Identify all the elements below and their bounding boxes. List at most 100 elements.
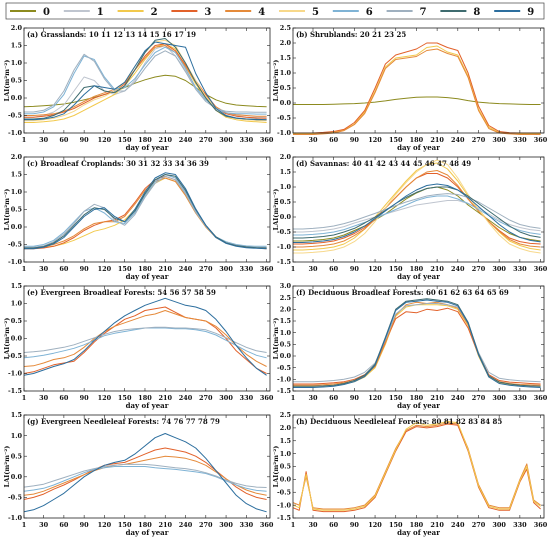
y-tick-label: -1.5	[277, 387, 291, 395]
x-tick-label: 210	[158, 394, 172, 402]
x-tick-label: 30	[39, 136, 49, 144]
y-tick-label: 1.5	[280, 168, 292, 176]
x-tick-label: 30	[39, 521, 49, 529]
y-tick-label: 1.5	[11, 171, 23, 179]
x-tick-label: 360	[534, 265, 548, 273]
x-tick-label: 120	[368, 136, 382, 144]
x-tick-label: 210	[158, 265, 172, 273]
x-axis-label: day of year	[126, 528, 169, 537]
series-line	[293, 45, 541, 135]
x-tick-label: 180	[138, 136, 152, 144]
x-tick-label: 60	[329, 521, 339, 529]
series-line	[24, 174, 267, 249]
y-tick-label: 1.0	[11, 432, 23, 440]
y-tick-label: 2.5	[280, 411, 292, 419]
x-axis-label: day of year	[126, 272, 169, 281]
series-line	[23, 327, 267, 359]
x-tick-label: 330	[513, 521, 527, 529]
series-line	[293, 186, 541, 242]
x-axis-label: day of year	[126, 401, 169, 410]
panel-title: (a) Grasslands: 10 11 12 13 14 15 16 17 …	[27, 30, 196, 39]
y-tick-label: -0.5	[277, 364, 291, 372]
x-tick-label: 90	[350, 265, 360, 273]
y-tick-label: 3.0	[280, 282, 292, 290]
y-tick-label: -0.5	[277, 114, 291, 122]
y-tick-label: 2.0	[280, 424, 292, 432]
legend-label-8: 8	[473, 7, 480, 18]
y-tick-label: -1.0	[277, 501, 291, 509]
y-tick-label: -1.0	[277, 243, 291, 251]
x-tick-label: 150	[389, 521, 403, 529]
x-tick-label: 1	[291, 265, 296, 273]
x-tick-label: 360	[260, 136, 274, 144]
x-tick-label: 300	[492, 265, 506, 273]
y-tick-label: 0.5	[280, 341, 292, 349]
x-tick-label: 180	[410, 136, 424, 144]
x-tick-label: 180	[410, 521, 424, 529]
x-axis-label: day of year	[126, 143, 169, 152]
chart-panels: 1 30 60 90 120 150 180 210 240 270 300 330 360 -1.0 -0…	[3, 24, 548, 537]
x-tick-label: 150	[118, 265, 132, 273]
legend-label-6: 6	[366, 7, 373, 18]
y-tick-label: 1.0	[11, 59, 23, 67]
x-tick-label: 90	[350, 136, 360, 144]
x-tick-label: 240	[179, 394, 193, 402]
x-tick-label: 270	[199, 394, 213, 402]
series-line	[24, 174, 267, 247]
x-tick-label: 240	[179, 521, 193, 529]
x-tick-label: 180	[138, 394, 152, 402]
y-tick-label: 0.0	[11, 335, 23, 343]
x-tick-label: 1	[291, 521, 296, 529]
x-tick-label: 1	[291, 394, 296, 402]
x-axis-label: day of year	[397, 143, 440, 152]
x-tick-label: 210	[430, 394, 444, 402]
legend-label-4: 4	[258, 7, 265, 18]
y-tick-label: 1.0	[280, 183, 292, 191]
x-tick-label: 330	[240, 265, 254, 273]
y-tick-label: 2.0	[280, 306, 292, 314]
y-tick-label: 0.5	[11, 206, 23, 214]
x-tick-label: 300	[219, 265, 233, 273]
y-axis-label: LAI(m²m⁻²)	[3, 60, 11, 102]
series-line	[293, 298, 541, 387]
series-line	[24, 41, 267, 121]
panel-title: (c) Broadleaf Croplands: 30 31 32 33 34 …	[27, 159, 209, 168]
x-tick-label: 120	[98, 521, 112, 529]
y-tick-label: -1.5	[8, 387, 22, 395]
y-tick-label: 1.5	[11, 411, 23, 419]
series-line	[293, 304, 541, 387]
y-tick-label: -1.0	[8, 258, 22, 266]
x-tick-label: 210	[430, 136, 444, 144]
y-tick-label: -0.5	[277, 228, 291, 236]
x-tick-label: 270	[472, 394, 486, 402]
series-line	[23, 447, 267, 500]
series-line	[293, 170, 541, 248]
x-tick-label: 330	[513, 265, 527, 273]
y-tick-label: 1.5	[280, 317, 292, 325]
x-tick-label: 240	[179, 136, 193, 144]
y-tick-label: -0.5	[8, 494, 22, 502]
x-tick-label: 210	[158, 136, 172, 144]
y-tick-label: -1.0	[8, 129, 22, 137]
series-line	[293, 193, 541, 230]
panel-title: (d) Savannas: 40 41 42 43 44 45 46 47 48…	[296, 159, 471, 168]
series-line	[293, 200, 541, 233]
x-tick-label: 300	[219, 521, 233, 529]
y-axis-label: LAI(m²m⁻²)	[3, 446, 11, 488]
x-tick-label: 60	[59, 265, 69, 273]
y-tick-label: 1.0	[280, 329, 292, 337]
x-tick-label: 150	[118, 521, 132, 529]
y-tick-label: -0.5	[8, 241, 22, 249]
series-line	[293, 299, 541, 388]
y-tick-label: 2.5	[280, 24, 292, 32]
x-tick-label: 300	[492, 521, 506, 529]
x-tick-label: 210	[430, 265, 444, 273]
x-tick-label: 150	[389, 394, 403, 402]
y-axis-label: LAI(m²m⁻²)	[272, 60, 280, 102]
x-tick-label: 90	[80, 136, 90, 144]
x-tick-label: 90	[80, 394, 90, 402]
x-tick-label: 180	[410, 265, 424, 273]
x-tick-label: 240	[451, 265, 465, 273]
panel-title: (b) Shrublands: 20 21 23 25	[296, 30, 406, 39]
